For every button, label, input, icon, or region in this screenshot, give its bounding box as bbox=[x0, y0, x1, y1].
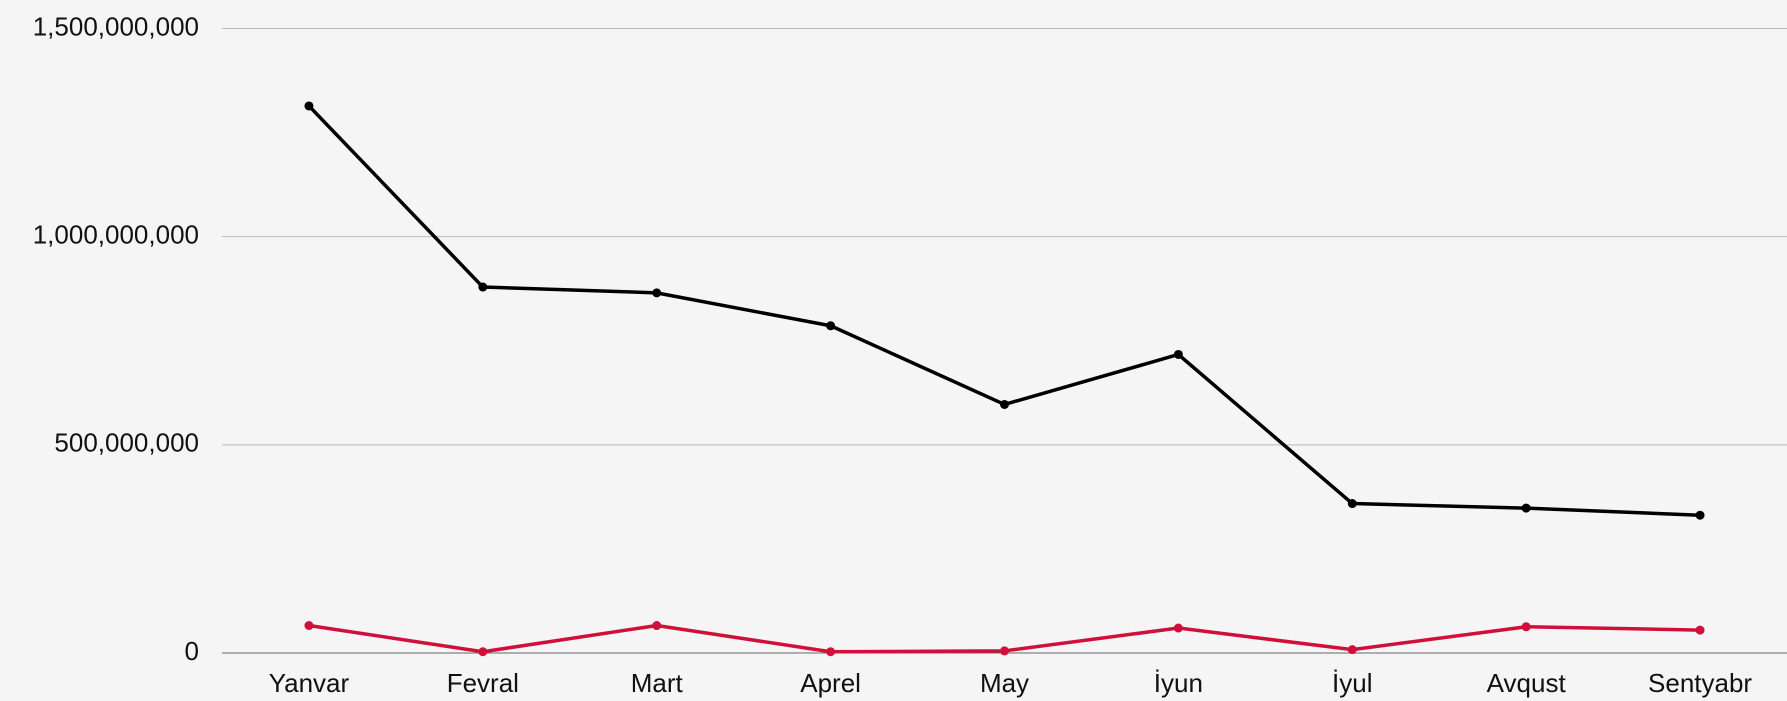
point bbox=[1000, 646, 1009, 656]
point bbox=[1173, 349, 1183, 359]
point bbox=[826, 647, 836, 657]
point bbox=[652, 621, 662, 631]
y-tick-label: 500,000,000 bbox=[54, 428, 199, 458]
point bbox=[478, 647, 488, 657]
point bbox=[1695, 510, 1705, 520]
y-tick-label: 1,000,000,000 bbox=[33, 220, 199, 250]
point bbox=[1695, 625, 1705, 635]
point bbox=[478, 282, 488, 292]
point bbox=[304, 101, 314, 111]
point bbox=[1000, 399, 1009, 409]
x-tick-label: Yanvar bbox=[269, 668, 350, 698]
series-line bbox=[307, 104, 1701, 517]
x-tick-label: Fevral bbox=[447, 668, 519, 698]
x-tick-label: Aprel bbox=[800, 668, 861, 698]
y-tick-label: 0 bbox=[185, 636, 199, 666]
point bbox=[1521, 503, 1531, 513]
x-tick-label: Avqust bbox=[1487, 668, 1567, 698]
x-tick-label: May bbox=[980, 668, 1029, 698]
x-tick-label: İyul bbox=[1332, 668, 1372, 698]
y-tick-label: 1,500,000,000 bbox=[33, 11, 199, 41]
x-tick-label: Mart bbox=[631, 668, 684, 698]
point bbox=[652, 288, 662, 298]
point bbox=[826, 321, 836, 331]
point bbox=[1521, 622, 1531, 632]
x-tick-label: İyun bbox=[1154, 668, 1203, 698]
x-tick-label: Sentyabr bbox=[1648, 668, 1752, 698]
point bbox=[1347, 645, 1357, 655]
point bbox=[304, 621, 314, 631]
point bbox=[1347, 499, 1357, 509]
point bbox=[1173, 623, 1183, 633]
